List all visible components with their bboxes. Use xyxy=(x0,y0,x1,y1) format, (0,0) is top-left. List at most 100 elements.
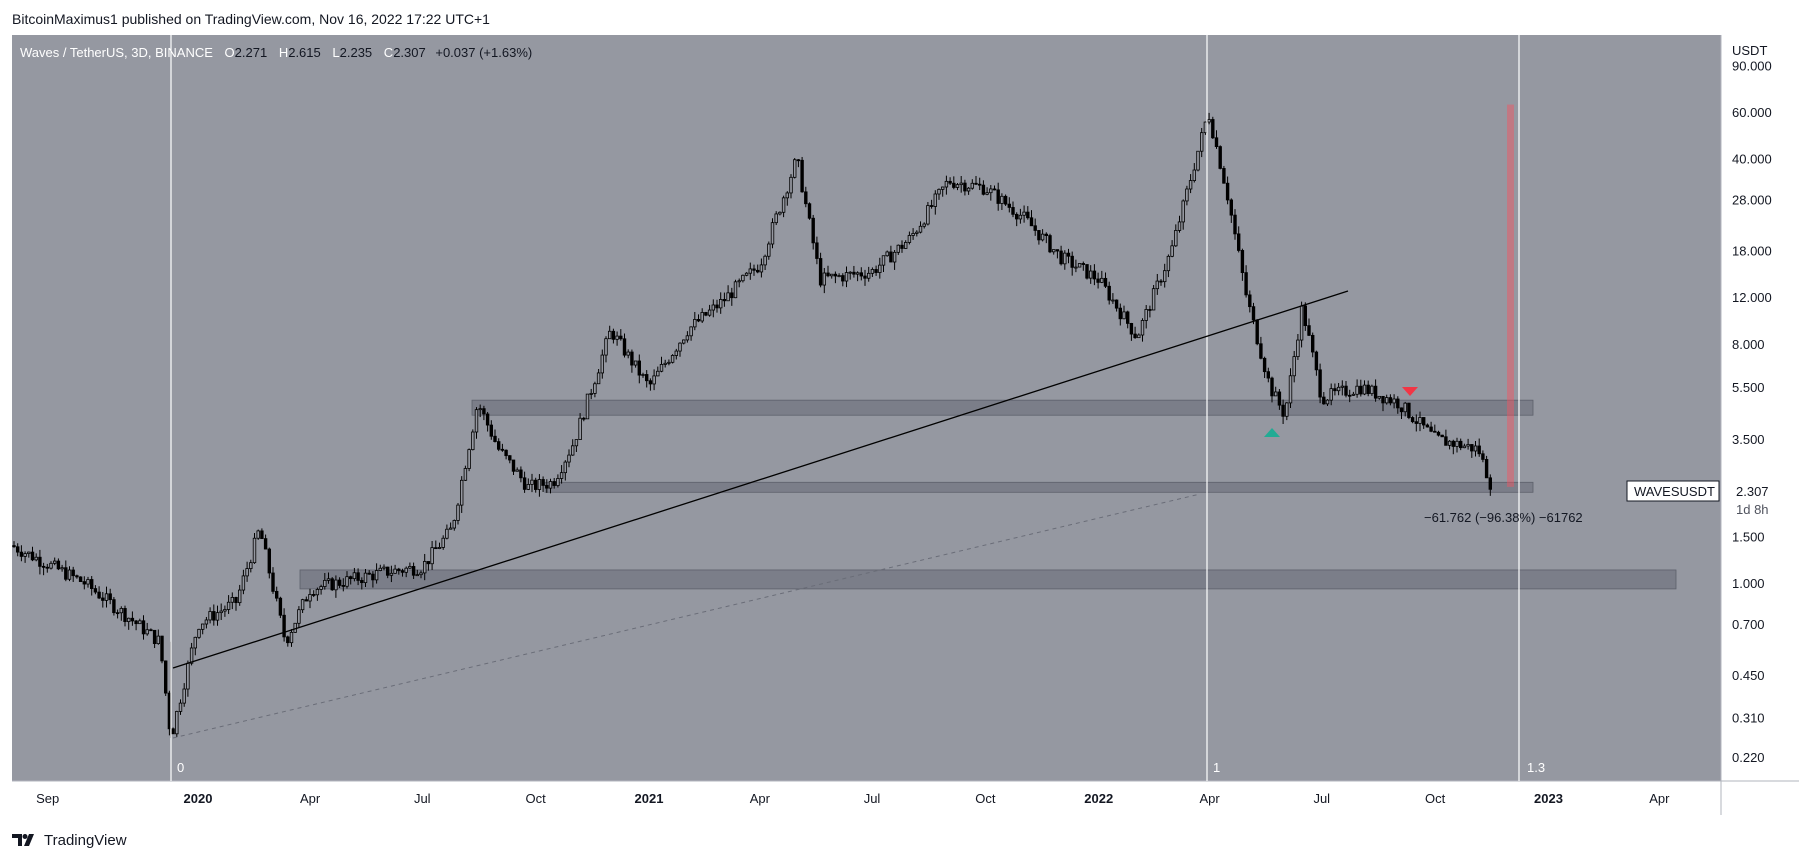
time-tick-label: Oct xyxy=(1425,791,1446,806)
candle-body xyxy=(663,362,667,365)
ascending-trendline[interactable] xyxy=(172,290,1349,669)
candle-body xyxy=(282,614,286,638)
candle-body xyxy=(674,350,678,356)
candle-body xyxy=(374,570,379,581)
support-zone[interactable] xyxy=(471,399,1534,416)
candle-body xyxy=(274,590,279,599)
candle-body xyxy=(966,187,971,192)
time-scale[interactable]: Sep 2020 Apr Jul Oct 2021 Apr Jul Oct 2022 Apr Jul O… xyxy=(36,791,1670,806)
price-tick-label: 5.500 xyxy=(1732,380,1765,395)
candle-body xyxy=(659,364,664,372)
candle-body xyxy=(1163,270,1167,283)
candle-body xyxy=(212,611,216,621)
candle-body xyxy=(963,182,967,192)
candle-body xyxy=(937,188,941,195)
candle-body xyxy=(1259,343,1263,359)
candle-body xyxy=(56,560,61,570)
candle-body xyxy=(337,579,342,586)
candle-body xyxy=(12,545,16,548)
candle-body xyxy=(219,610,223,614)
candle-body xyxy=(267,548,271,574)
candle-body xyxy=(807,203,812,219)
symbol-legend[interactable]: Waves / TetherUS, 3D, BINANCE O2.271 H2.… xyxy=(20,45,532,60)
candle-body xyxy=(237,589,242,604)
candle-body xyxy=(1100,277,1104,283)
price-scale[interactable]: 90.000 60.000 40.000 28.000 18.000 12.000 8.00… xyxy=(1732,58,1772,765)
time-axis-bg[interactable] xyxy=(12,781,1799,815)
candle-body xyxy=(415,574,419,577)
candle-body xyxy=(1399,407,1404,413)
candle-body xyxy=(656,370,660,377)
candle-body xyxy=(411,566,416,576)
candle-body xyxy=(900,244,904,249)
candle-body xyxy=(1410,417,1415,423)
candle-body xyxy=(493,435,497,442)
candle-body xyxy=(127,617,131,622)
candle-body xyxy=(60,567,64,570)
support-zone[interactable] xyxy=(299,569,1677,590)
candle-body xyxy=(86,579,90,585)
candle-body xyxy=(615,335,619,340)
candle-body xyxy=(933,193,937,207)
candle-body xyxy=(800,159,804,193)
candle-body xyxy=(841,275,845,282)
candle-body xyxy=(1196,150,1200,171)
candle-body xyxy=(378,567,382,571)
price-axis-bg[interactable] xyxy=(1721,35,1799,781)
candle-body xyxy=(1311,334,1315,353)
candle-body xyxy=(145,629,149,635)
candle-body xyxy=(859,272,863,277)
candle-body xyxy=(1381,395,1385,404)
legend-high-key: H xyxy=(278,45,289,60)
candle-body xyxy=(733,281,738,299)
candle-body xyxy=(929,205,934,207)
candle-body xyxy=(985,192,989,195)
candle-body xyxy=(152,629,157,645)
candle-body xyxy=(1022,211,1026,216)
candle-body xyxy=(989,188,993,194)
candle-body xyxy=(430,547,434,565)
candle-body xyxy=(1466,444,1470,447)
candle-body xyxy=(778,211,782,215)
candle-body xyxy=(1200,132,1204,152)
candle-body xyxy=(1225,182,1230,201)
price-tick-label: 12.000 xyxy=(1732,290,1772,305)
candle-body xyxy=(245,568,249,577)
candle-body xyxy=(715,304,719,309)
candle-body xyxy=(1444,436,1448,446)
candle-body xyxy=(1144,309,1148,321)
candle-body xyxy=(119,608,123,614)
tradingview-footer[interactable]: TradingView xyxy=(12,828,127,852)
candle-body xyxy=(970,182,974,189)
candle-body xyxy=(97,591,101,599)
candle-body xyxy=(578,417,582,440)
time-tick-label: 2020 xyxy=(184,791,213,806)
candle-body xyxy=(1351,393,1356,396)
support-zone[interactable] xyxy=(544,481,1534,493)
candle-body xyxy=(334,579,338,591)
time-tick-label: Jul xyxy=(864,791,881,806)
candle-body xyxy=(1103,277,1108,287)
price-range-measure[interactable] xyxy=(1507,104,1514,487)
candle-body xyxy=(226,601,231,610)
candle-body xyxy=(434,547,438,550)
candle-body xyxy=(630,351,634,366)
footer-brand: TradingView xyxy=(44,831,127,849)
candle-body xyxy=(1325,399,1330,405)
candle-body xyxy=(1166,255,1171,272)
candle-body xyxy=(367,572,371,575)
candle-body xyxy=(815,242,819,259)
candle-body xyxy=(952,182,956,188)
candle-body xyxy=(1362,384,1367,395)
candle-body xyxy=(437,547,442,549)
last-price-tag[interactable]: 2.307 1d 8h xyxy=(1722,481,1780,519)
candle-body xyxy=(1473,445,1478,452)
candle-body xyxy=(23,553,27,557)
candle-body xyxy=(1244,272,1248,296)
candle-body xyxy=(515,469,519,472)
candle-body xyxy=(204,619,209,625)
candle-body xyxy=(27,551,31,554)
candle-body xyxy=(123,608,127,622)
symbol-label-tag[interactable]: WAVESUSDT xyxy=(1626,480,1720,502)
